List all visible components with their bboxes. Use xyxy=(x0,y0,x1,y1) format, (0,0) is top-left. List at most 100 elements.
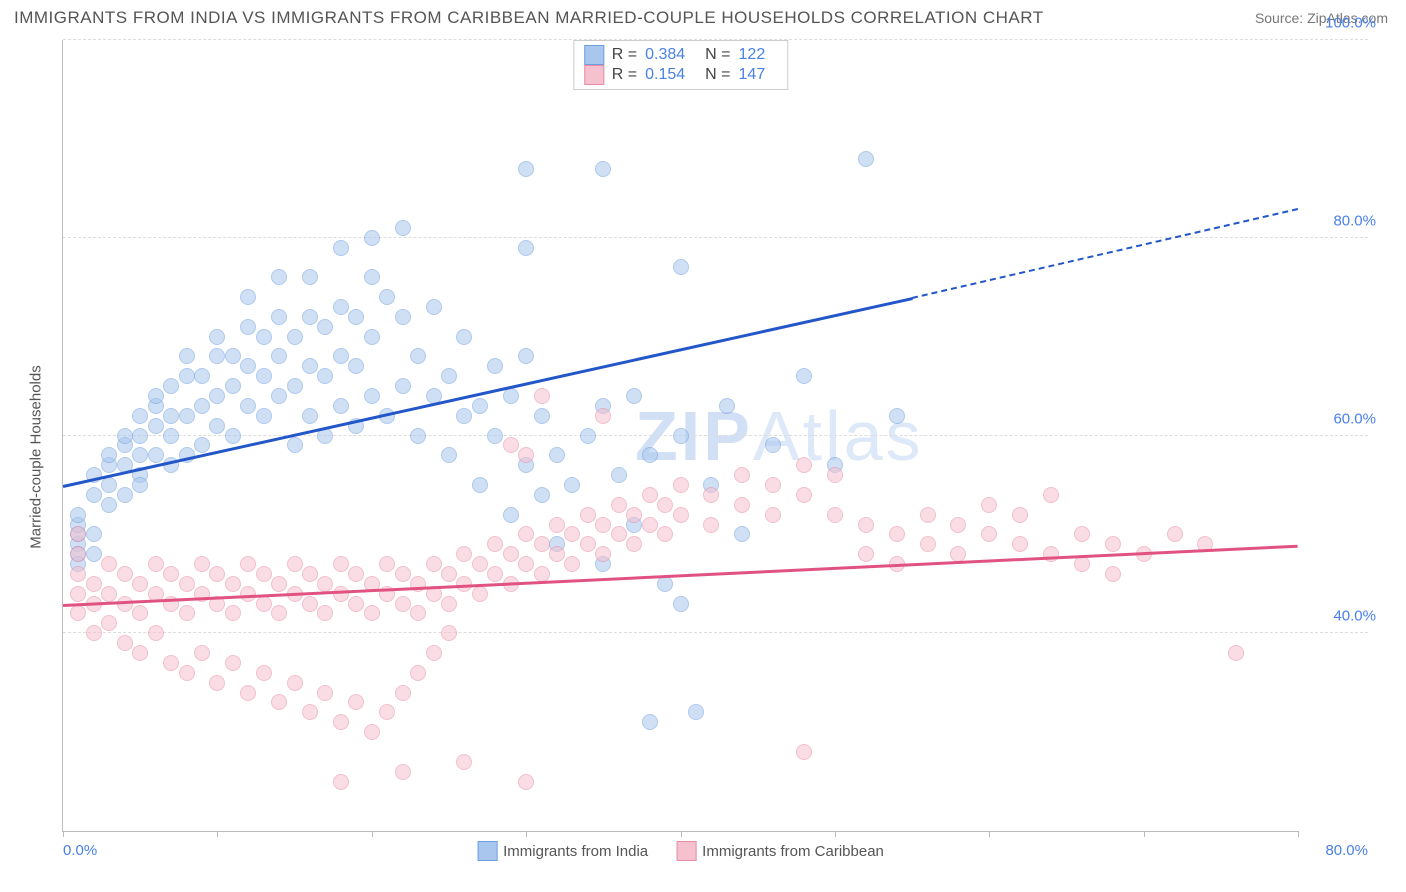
scatter-point xyxy=(688,704,704,720)
scatter-point xyxy=(317,685,333,701)
scatter-point xyxy=(194,368,210,384)
scatter-point xyxy=(132,645,148,661)
scatter-point xyxy=(1043,546,1059,562)
scatter-point xyxy=(101,586,117,602)
scatter-point xyxy=(271,576,287,592)
scatter-point xyxy=(503,507,519,523)
scatter-point xyxy=(209,418,225,434)
scatter-point xyxy=(456,329,472,345)
scatter-point xyxy=(271,348,287,364)
scatter-point xyxy=(132,447,148,463)
scatter-point xyxy=(796,368,812,384)
scatter-point xyxy=(132,477,148,493)
scatter-point xyxy=(364,230,380,246)
legend-item-india: Immigrants from India xyxy=(477,841,648,861)
scatter-point xyxy=(1043,487,1059,503)
scatter-point xyxy=(287,437,303,453)
scatter-point xyxy=(518,526,534,542)
scatter-point xyxy=(518,774,534,790)
scatter-point xyxy=(317,319,333,335)
scatter-point xyxy=(256,408,272,424)
scatter-point xyxy=(148,556,164,572)
scatter-point xyxy=(1012,536,1028,552)
scatter-point xyxy=(611,467,627,483)
legend-swatch-caribbean xyxy=(584,65,604,85)
scatter-point xyxy=(163,378,179,394)
scatter-point xyxy=(1167,526,1183,542)
scatter-point xyxy=(564,477,580,493)
scatter-point xyxy=(626,536,642,552)
scatter-point xyxy=(549,517,565,533)
scatter-point xyxy=(101,477,117,493)
scatter-point xyxy=(179,665,195,681)
scatter-point xyxy=(518,556,534,572)
scatter-point xyxy=(333,714,349,730)
scatter-point xyxy=(626,507,642,523)
scatter-point xyxy=(364,605,380,621)
scatter-point xyxy=(827,507,843,523)
scatter-point xyxy=(132,576,148,592)
scatter-point xyxy=(549,546,565,562)
scatter-point xyxy=(271,605,287,621)
scatter-point xyxy=(719,398,735,414)
scatter-point xyxy=(317,576,333,592)
scatter-point xyxy=(348,566,364,582)
scatter-point xyxy=(302,704,318,720)
scatter-point xyxy=(194,398,210,414)
scatter-point xyxy=(1074,556,1090,572)
gridline xyxy=(63,39,1368,40)
scatter-point xyxy=(595,546,611,562)
scatter-point xyxy=(302,309,318,325)
scatter-point xyxy=(256,566,272,582)
legend-row-caribbean: R = 0.154 N = 147 xyxy=(584,65,777,85)
scatter-point xyxy=(950,517,966,533)
scatter-point xyxy=(549,447,565,463)
scatter-point xyxy=(256,329,272,345)
scatter-point xyxy=(163,428,179,444)
scatter-point xyxy=(209,675,225,691)
scatter-point xyxy=(86,576,102,592)
scatter-point xyxy=(673,596,689,612)
scatter-point xyxy=(920,536,936,552)
scatter-point xyxy=(734,467,750,483)
scatter-point xyxy=(132,605,148,621)
scatter-point xyxy=(395,220,411,236)
scatter-point xyxy=(534,408,550,424)
scatter-point xyxy=(858,517,874,533)
scatter-point xyxy=(734,497,750,513)
scatter-point xyxy=(456,546,472,562)
scatter-point xyxy=(86,546,102,562)
scatter-point xyxy=(657,576,673,592)
scatter-point xyxy=(673,507,689,523)
scatter-point xyxy=(348,694,364,710)
scatter-point xyxy=(317,605,333,621)
scatter-point xyxy=(626,388,642,404)
scatter-point xyxy=(364,724,380,740)
scatter-point xyxy=(101,447,117,463)
scatter-point xyxy=(179,605,195,621)
scatter-point xyxy=(395,378,411,394)
scatter-point xyxy=(256,368,272,384)
scatter-point xyxy=(673,259,689,275)
scatter-point xyxy=(225,655,241,671)
scatter-point xyxy=(703,517,719,533)
x-tick xyxy=(526,831,527,837)
trend-line xyxy=(63,297,913,487)
legend-item-caribbean: Immigrants from Caribbean xyxy=(676,841,884,861)
scatter-point xyxy=(410,605,426,621)
scatter-point xyxy=(240,556,256,572)
scatter-point xyxy=(333,299,349,315)
scatter-point xyxy=(487,536,503,552)
scatter-point xyxy=(379,704,395,720)
scatter-point xyxy=(796,457,812,473)
scatter-point xyxy=(410,348,426,364)
scatter-point xyxy=(441,566,457,582)
scatter-point xyxy=(487,428,503,444)
scatter-point xyxy=(642,447,658,463)
scatter-point xyxy=(518,348,534,364)
scatter-point xyxy=(117,487,133,503)
scatter-point xyxy=(534,487,550,503)
scatter-point xyxy=(642,517,658,533)
scatter-point xyxy=(580,507,596,523)
scatter-point xyxy=(364,329,380,345)
